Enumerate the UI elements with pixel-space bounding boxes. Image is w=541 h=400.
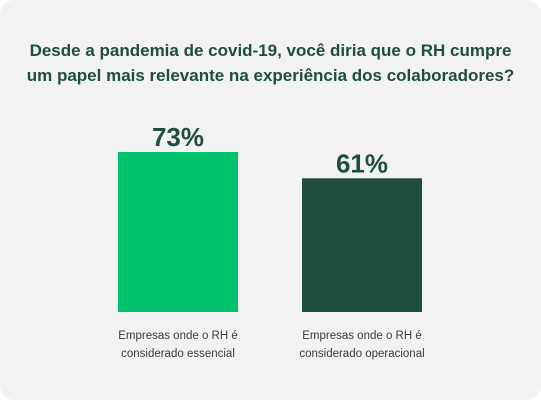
category-label-2-line-1: Empresas onde o RH é — [302, 330, 422, 342]
chart-title-line-2: um papel mais relevante na experiência d… — [26, 66, 515, 85]
category-label-1-line-2: considerado essencial — [121, 348, 235, 360]
bar-value-label-1: 73% — [152, 122, 204, 152]
category-label-2-line-2: considerado operacional — [299, 348, 424, 360]
bar-value-label-2: 61% — [336, 148, 388, 178]
category-label-1-line-1: Empresas onde o RH é — [118, 330, 238, 342]
bar-2 — [302, 178, 422, 312]
bar-1 — [118, 152, 238, 312]
chart-title-line-1: Desde a pandemia de covid-19, você diria… — [29, 41, 512, 60]
chart-title: Desde a pandemia de covid-19, você diria… — [20, 38, 521, 88]
